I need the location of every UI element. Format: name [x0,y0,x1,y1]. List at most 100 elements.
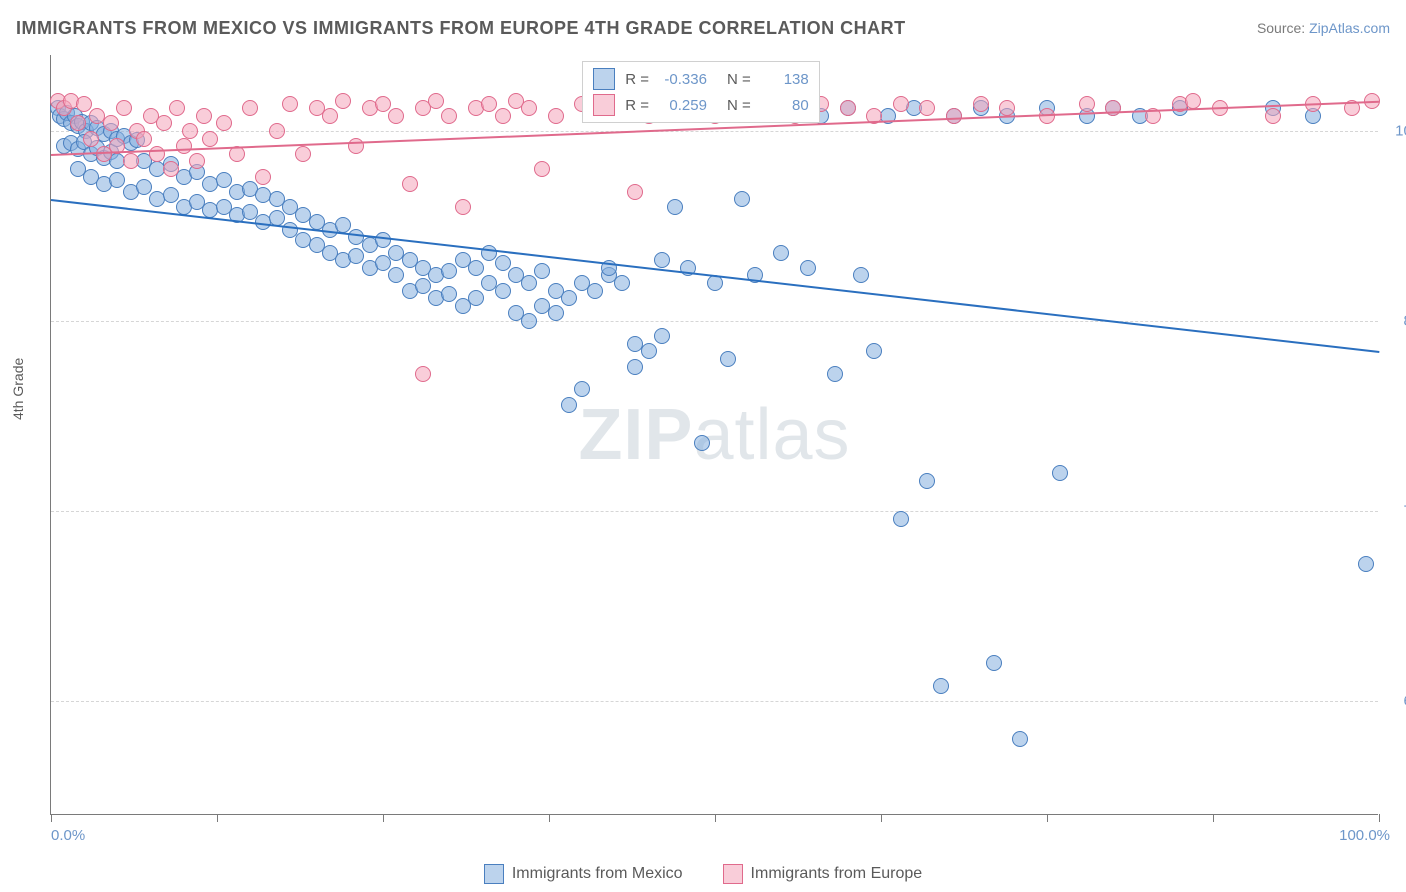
data-point [468,260,484,276]
data-point [654,252,670,268]
data-point [202,131,218,147]
data-point [348,248,364,264]
data-point [800,260,816,276]
data-point [375,255,391,271]
legend-swatch [593,94,615,116]
x-tick [715,814,716,822]
data-point [70,115,86,131]
legend-n-value: 138 [757,71,809,88]
data-point [495,108,511,124]
x-tick [1213,814,1214,822]
chart-plot-area: ZIPatlas 0.0% 100.0% 62.5%75.0%87.5%100.… [50,55,1378,815]
data-point [614,275,630,291]
data-point [388,267,404,283]
data-point [216,115,232,131]
legend-swatch [593,68,615,90]
y-tick-label: 87.5% [1386,313,1406,330]
data-point [415,366,431,382]
data-point [415,278,431,294]
x-tick [217,814,218,822]
gridline [51,131,1378,132]
data-point [109,172,125,188]
data-point [1079,96,1095,112]
x-tick [51,814,52,822]
legend-series: Immigrants from Europe [723,864,923,884]
data-point [269,123,285,139]
data-point [322,108,338,124]
data-point [627,184,643,200]
legend-correlation-box: R =-0.336N =138R =0.259N =80 [582,61,820,123]
data-point [866,343,882,359]
legend-bottom: Immigrants from Mexico Immigrants from Eu… [0,864,1406,884]
data-point [694,435,710,451]
data-point [641,343,657,359]
data-point [136,131,152,147]
data-point [587,283,603,299]
x-tick [549,814,550,822]
data-point [455,199,471,215]
legend-n-value: 80 [757,97,809,114]
legend-r-label: R = [625,71,649,88]
data-point [123,153,139,169]
data-point [1265,108,1281,124]
data-point [548,108,564,124]
source-attribution: Source: ZipAtlas.com [1257,20,1390,36]
data-point [495,255,511,271]
data-point [827,366,843,382]
data-point [136,179,152,195]
y-tick-label: 100.0% [1386,123,1406,140]
gridline [51,321,1378,322]
source-label: Source: [1257,20,1309,36]
data-point [149,146,165,162]
data-point [1105,100,1121,116]
legend-row: R =-0.336N =138 [583,66,819,92]
data-point [441,108,457,124]
data-point [999,100,1015,116]
data-point [163,161,179,177]
data-point [163,187,179,203]
x-tick [1379,814,1380,822]
data-point [441,263,457,279]
data-point [946,108,962,124]
data-point [255,169,271,185]
trend-line [51,199,1379,353]
data-point [468,290,484,306]
x-axis-min-label: 0.0% [51,827,85,844]
data-point [720,351,736,367]
legend-n-label: N = [727,97,751,114]
gridline [51,511,1378,512]
y-tick-label: 62.5% [1386,693,1406,710]
data-point [388,108,404,124]
data-point [561,290,577,306]
data-point [428,93,444,109]
data-point [853,267,869,283]
data-point [402,176,418,192]
data-point [335,93,351,109]
legend-n-label: N = [727,71,751,88]
source-link[interactable]: ZipAtlas.com [1309,20,1390,36]
data-point [561,397,577,413]
data-point [973,96,989,112]
data-point [840,100,856,116]
data-point [773,245,789,261]
data-point [375,96,391,112]
data-point [169,100,185,116]
watermark: ZIPatlas [578,394,850,476]
data-point [189,153,205,169]
x-axis-max-label: 100.0% [1339,827,1390,844]
data-point [495,283,511,299]
legend-series-label: Immigrants from Mexico [512,865,683,883]
legend-row: R =0.259N =80 [583,92,819,118]
data-point [521,100,537,116]
legend-r-value: 0.259 [655,97,707,114]
data-point [1052,465,1068,481]
data-point [441,286,457,302]
data-point [521,275,537,291]
data-point [734,191,750,207]
data-point [295,146,311,162]
data-point [893,96,909,112]
data-point [667,199,683,215]
legend-swatch [723,864,743,884]
data-point [481,96,497,112]
legend-series-label: Immigrants from Europe [751,865,923,883]
